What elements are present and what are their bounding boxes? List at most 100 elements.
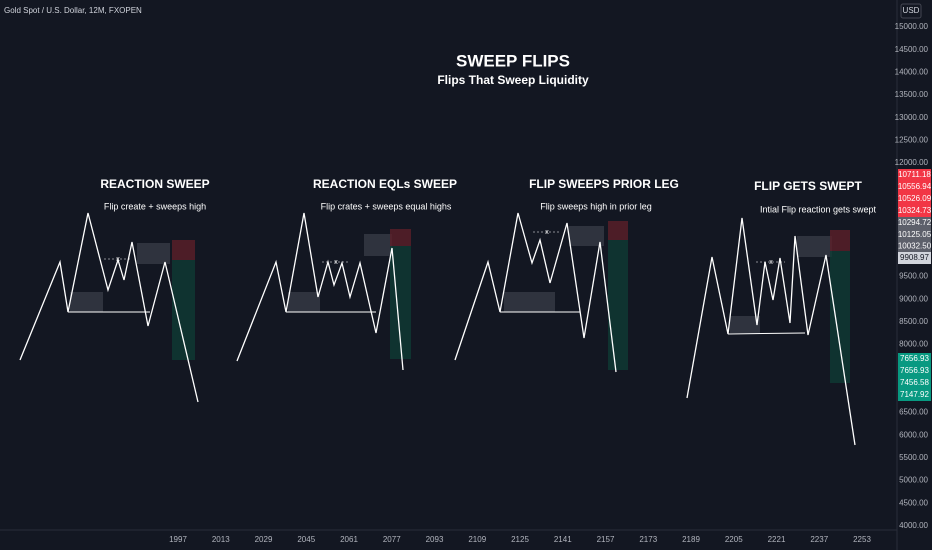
price-path [19, 212, 199, 403]
panel-title: FLIP GETS SWEPT [754, 179, 862, 193]
price-label-bg [898, 240, 931, 253]
price-label: 7456.58 [900, 378, 929, 387]
target-zone [172, 260, 195, 360]
time-tick: 2093 [426, 535, 444, 544]
symbol: Gold Spot / U.S. Dollar, 12M, FXOPEN [4, 6, 142, 15]
panel-title: FLIP SWEEPS PRIOR LEG [529, 177, 679, 191]
drawing-4 [686, 217, 856, 446]
price-label-bg [898, 205, 931, 217]
price-label-bg [898, 228, 931, 241]
price-tick: 5500.00 [899, 453, 928, 462]
price-tick: 5000.00 [899, 476, 928, 485]
price-label: 7656.93 [900, 354, 929, 363]
time-tick: 2205 [725, 535, 743, 544]
panel-subtitle: Flip sweeps high in prior leg [540, 201, 652, 211]
price-label: 10032.50 [898, 242, 932, 251]
panel-subtitle: Flip create + sweeps high [104, 201, 206, 211]
price-label-bg [898, 181, 931, 193]
drawing-3 [454, 212, 628, 373]
price-tick: 4000.00 [899, 521, 928, 530]
price-label-bg [898, 217, 931, 229]
time-tick: 2013 [212, 535, 230, 544]
panel-subtitle: Intial Flip reaction gets swept [760, 204, 877, 214]
price-label: 7656.93 [900, 366, 929, 375]
panel-subtitle: Flip crates + sweeps equal highs [321, 201, 452, 211]
currency-box[interactable] [900, 3, 922, 19]
price-tick: 13500.00 [895, 90, 929, 99]
stop-zone [608, 221, 628, 240]
price-label-bg [898, 353, 931, 365]
price-tick: 13000.00 [895, 113, 929, 122]
target-zone [608, 240, 628, 370]
price-label-bg [898, 252, 931, 264]
price-label: 10526.09 [898, 194, 932, 203]
flip-zone [730, 316, 760, 333]
price-label-bg [898, 377, 931, 389]
price-label-bg [898, 169, 931, 181]
flip-zone [364, 234, 392, 256]
price-tick: 12500.00 [895, 136, 929, 145]
panel-title: REACTION SWEEP [100, 177, 209, 191]
price-tick: 8000.00 [899, 340, 928, 349]
stop-zone [172, 240, 195, 260]
sweep-marker: x [116, 256, 120, 263]
time-tick: 2253 [853, 535, 871, 544]
price-label-bg [898, 365, 931, 377]
time-tick: 2221 [768, 535, 786, 544]
flip-zone [70, 292, 103, 312]
flip-zone [504, 292, 555, 312]
panel-title: REACTION EQLs SWEEP [313, 177, 457, 191]
stop-zone [830, 230, 850, 251]
price-tick: 9000.00 [899, 294, 928, 303]
flip-zone [288, 292, 320, 312]
flip-zone [569, 226, 604, 246]
flip-zone [797, 236, 832, 257]
time-tick: 2125 [511, 535, 529, 544]
title: SWEEP FLIPS [456, 51, 570, 70]
price-path [454, 212, 617, 373]
stop-zone [390, 229, 411, 246]
currency[interactable]: USD [903, 6, 920, 15]
price-path [236, 212, 404, 371]
price-tick: 4500.00 [899, 498, 928, 507]
time-tick: 2061 [340, 535, 358, 544]
flip-zone [137, 243, 170, 264]
price-label: 10125.05 [898, 230, 932, 239]
drawing-2 [236, 212, 411, 371]
price-tick: 6500.00 [899, 408, 928, 417]
level [727, 332, 806, 335]
time-tick: 2029 [255, 535, 273, 544]
time-tick: 2237 [810, 535, 828, 544]
price-label: 10294.72 [898, 218, 932, 227]
price-tick: 14500.00 [895, 45, 929, 54]
price-label: 10556.94 [898, 182, 932, 191]
sweep-marker: x [769, 259, 773, 266]
drawing-1 [19, 212, 199, 403]
target-zone [830, 251, 850, 383]
time-tick: 2157 [597, 535, 615, 544]
time-tick: 2173 [639, 535, 657, 544]
price-label: 7147.92 [900, 390, 929, 399]
time-tick: 2077 [383, 535, 401, 544]
price-label-bg [898, 389, 931, 401]
price-label: 10324.73 [898, 206, 932, 215]
price-path [686, 217, 856, 446]
price-tick: 6000.00 [899, 430, 928, 439]
sweep-marker: x [334, 259, 338, 266]
price-tick: 14000.00 [895, 67, 929, 76]
subtitle: Flips That Sweep Liquidity [437, 73, 589, 87]
price-tick: 12000.00 [895, 158, 929, 167]
price-label-bg [898, 193, 931, 205]
time-tick: 2109 [468, 535, 486, 544]
price-tick: 9500.00 [899, 272, 928, 281]
time-tick: 2189 [682, 535, 700, 544]
time-tick: 2141 [554, 535, 572, 544]
sweep-marker: x [545, 229, 549, 236]
price-label: 10711.18 [898, 170, 931, 179]
time-tick: 1997 [169, 535, 187, 544]
price-label: 9908.97 [900, 253, 929, 262]
price-tick: 15000.00 [895, 22, 929, 31]
time-tick: 2045 [297, 535, 315, 544]
price-tick: 8500.00 [899, 317, 928, 326]
